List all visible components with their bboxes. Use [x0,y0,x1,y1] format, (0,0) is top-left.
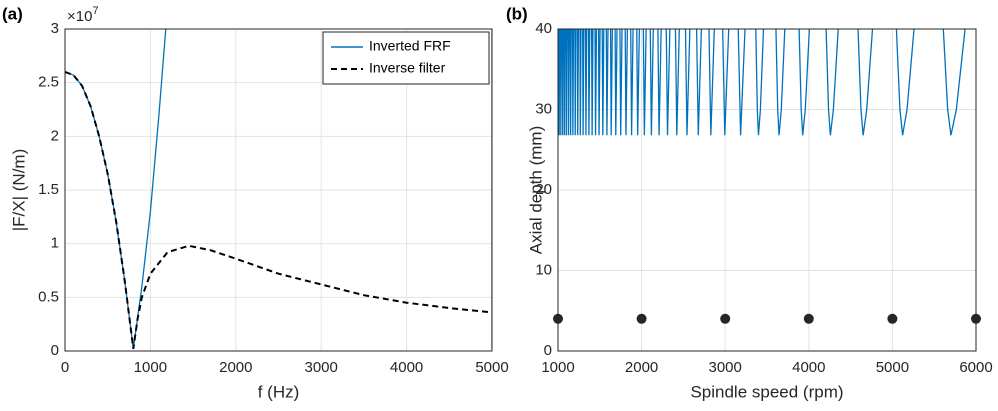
multiplier-exponent: 7 [92,5,98,17]
legend-label: Inverse filter [369,60,446,76]
y-tick-label: 2.5 [38,74,59,91]
y-tick-label: 3 [51,20,59,37]
x-tick-label: 5000 [876,359,909,376]
x-tick-label: 6000 [959,359,992,376]
x-axis-label: f (Hz) [258,382,300,401]
y-tick-label: 20 [535,181,552,198]
y-tick-label: 30 [535,100,552,117]
y-tick-label: 1 [51,235,59,252]
panel: 0 1000 2000 3000 4000 5000 0 0.5 1 1.5 2 2.5 3 f (Hz)… [2,4,509,401]
data-point [887,313,898,324]
x-tick-label: 3000 [709,359,742,376]
y-tick-label: 1.5 [38,181,59,198]
y-tick-label: 0 [51,342,59,359]
y-tick-label: 2 [51,127,59,144]
x-tick-label: 1000 [134,359,167,376]
y-multiplier: ×107 [67,5,99,25]
x-axis-label: Spindle speed (rpm) [690,382,843,401]
panel-label: (b) [506,4,528,23]
panel-label: (a) [2,4,23,23]
y-tick-label: 40 [535,20,552,37]
x-tick-label: 3000 [305,359,338,376]
data-point [636,313,647,324]
legend-box [322,31,490,85]
panel: 1000 2000 3000 4000 5000 6000 0 10 20 30 40 Spindle… [506,4,993,401]
multiplier-base: ×10 [67,8,92,25]
x-tick-label: 2000 [219,359,252,376]
legend-label: Inverted FRF [369,38,451,54]
y-tick-label: 0 [544,342,552,359]
data-point [720,313,731,324]
y-tick-label: 0.5 [38,288,59,305]
data-point [803,313,814,324]
axes-box [64,28,493,352]
series-line [558,29,966,136]
y-axis-label: Axial depth (mm) [526,126,545,254]
x-tick-label: 0 [61,359,69,376]
y-tick-label: 10 [535,261,552,278]
x-tick-label: 4000 [792,359,825,376]
x-tick-label: 5000 [475,359,508,376]
x-tick-label: 2000 [625,359,658,376]
axes-box [557,28,977,352]
x-tick-label: 1000 [541,359,574,376]
y-axis-label: |F/X| (N/m) [9,149,28,232]
series-line [65,70,492,349]
x-tick-label: 4000 [390,359,423,376]
